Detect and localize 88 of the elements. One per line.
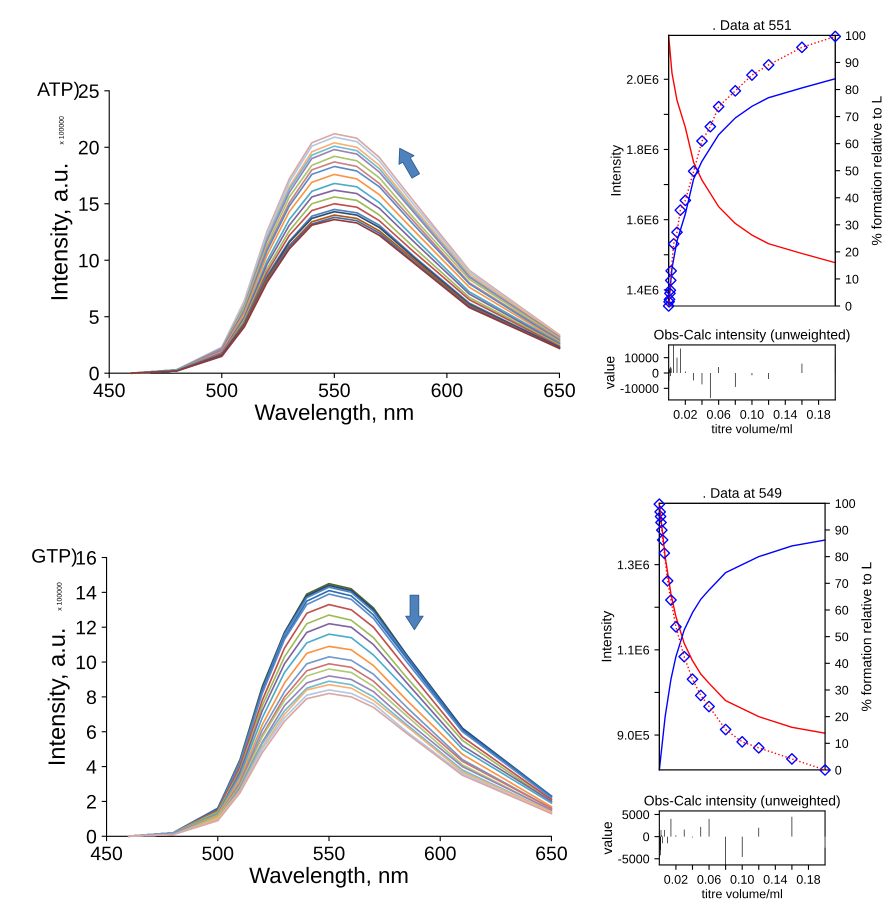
x-tick-label: 0.06 (697, 875, 721, 884)
y-tick-label: 8 (86, 690, 96, 704)
y-tick-label: -10000 (620, 384, 658, 393)
x-tick-label: 0.18 (806, 410, 830, 419)
y2-tick-label: 10 (846, 274, 858, 284)
x-tick-label: 650 (536, 846, 567, 860)
x-tick-label: 0.18 (796, 875, 820, 884)
y2-tick-label: 20 (846, 248, 858, 257)
y2-tick-label: 90 (835, 526, 848, 535)
chart-title: Obs-Calc intensity (unweighted) (644, 795, 840, 808)
x-axis-title: Wavelength, nm (249, 866, 408, 888)
y2-tick-label: 40 (845, 194, 858, 202)
y-tick-label: 1.1E6 (618, 646, 650, 655)
chart-title: . Data at 549 (704, 488, 782, 498)
y2-tick-label: 70 (846, 112, 858, 122)
y-tick-label: 2 (87, 794, 96, 808)
y-axis-title: value (604, 356, 614, 390)
y-tick-label: 20 (78, 140, 99, 155)
y-tick-label: 10000 (625, 353, 658, 362)
y-tick-label: 0 (643, 832, 650, 842)
chart-title: . Data at 551 (713, 20, 792, 30)
y2-tick-label: 0 (845, 302, 852, 311)
y-tick-label: 6 (87, 725, 96, 739)
y-tick-label: 0 (89, 366, 99, 380)
y-axis-title: Intensity, a.u. (50, 164, 72, 300)
y2-tick-label: 100 (836, 499, 856, 508)
chart-title: Obs-Calc intensity (unweighted) (654, 329, 850, 342)
chart-title: ATP) (37, 82, 79, 100)
x-tick-label: 0.14 (764, 875, 788, 884)
y-tick-label: 2.0E6 (626, 75, 658, 84)
y-tick-label: 1.8E6 (627, 145, 658, 154)
x-tick-label: 550 (318, 383, 350, 398)
y-tick-label: 10 (76, 656, 96, 670)
x-axis-title: titre volume/ml (702, 889, 782, 898)
y2-tick-label: 100 (846, 31, 866, 40)
y-tick-label: 1.6E6 (627, 215, 658, 224)
y-axis-title: value (602, 822, 612, 854)
x-tick-label: 500 (206, 383, 238, 398)
x-tick-label: 500 (202, 846, 234, 860)
y-tick-label: 10 (79, 254, 99, 268)
y-tick-label: 0 (86, 830, 96, 844)
y-tick-label: 1.3E6 (618, 560, 650, 570)
x-tick-label: 450 (90, 846, 122, 860)
y-axis-title: Intensity, a.u. (48, 630, 70, 764)
y-tick-label: 15 (79, 197, 99, 211)
x-tick-label: 0.10 (740, 410, 764, 419)
y2-tick-label: 10 (836, 739, 848, 748)
x-tick-label: 0.06 (706, 410, 730, 419)
y2-tick-label: 30 (845, 220, 858, 230)
x-tick-label: 600 (432, 383, 462, 398)
x-tick-label: 0.02 (664, 875, 688, 884)
y2-tick-label: 0 (835, 766, 842, 775)
y-tick-label: 5000 (622, 810, 650, 820)
y2-tick-label: 80 (835, 552, 848, 562)
y-tick-label: 12 (76, 620, 96, 634)
x-axis-title: titre volume/ml (712, 424, 792, 434)
y-tick-label: 0 (652, 368, 658, 378)
y-tick-label: 4 (86, 760, 96, 774)
x-axis-title: Wavelength, nm (254, 404, 413, 425)
y-tick-label: 1.4E6 (627, 286, 658, 295)
y-tick-label: 16 (76, 550, 96, 565)
y2-tick-label: 60 (846, 139, 858, 148)
y2-tick-label: 70 (835, 579, 848, 588)
y-axis-title: Intensity (601, 610, 614, 662)
x-tick-label: 550 (314, 846, 344, 860)
y2-tick-label: 30 (835, 686, 848, 695)
y2-axis-title: % formation relative to L (861, 562, 872, 712)
y-axis-title: Intensity (610, 144, 624, 196)
x-tick-label: 650 (544, 383, 575, 398)
y2-tick-label: 60 (835, 606, 848, 615)
y2-tick-label: 20 (835, 712, 848, 722)
x-tick-label: 600 (424, 846, 456, 860)
y-tick-label: 14 (76, 586, 96, 600)
y2-axis-title: % formation relative to L (871, 96, 882, 246)
y-tick-label: 9.0E5 (618, 730, 650, 740)
y2-tick-label: 80 (846, 85, 858, 94)
y2-tick-label: 50 (835, 632, 848, 642)
y-tick-label: 25 (78, 84, 99, 98)
x-tick-label: 0.02 (674, 410, 697, 419)
y-tick-label: -5000 (618, 854, 650, 864)
y2-tick-label: 50 (845, 166, 858, 176)
y2-tick-label: 90 (846, 58, 858, 68)
x-tick-label: 0.14 (774, 410, 798, 419)
y2-tick-label: 40 (835, 659, 848, 668)
x-tick-label: 450 (93, 383, 125, 398)
chart-title: GTP) (32, 548, 76, 567)
x-tick-label: 0.10 (730, 875, 754, 884)
y-tick-label: 5 (89, 310, 99, 324)
